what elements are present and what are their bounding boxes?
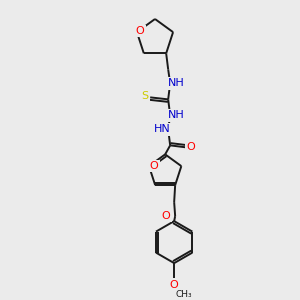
Text: O: O (162, 211, 170, 221)
Text: HN: HN (154, 124, 170, 134)
Text: NH: NH (168, 110, 184, 120)
Text: O: O (150, 161, 158, 171)
Text: O: O (136, 26, 144, 36)
Text: CH₃: CH₃ (176, 290, 193, 298)
Text: NH: NH (168, 78, 184, 88)
Text: O: O (170, 280, 178, 290)
Text: O: O (187, 142, 196, 152)
Text: S: S (142, 92, 149, 101)
